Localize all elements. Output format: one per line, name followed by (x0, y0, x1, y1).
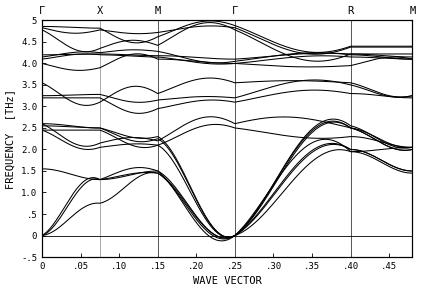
X-axis label: WAVE VECTOR: WAVE VECTOR (193, 277, 261, 286)
Y-axis label: FREQUENCY  [THz]: FREQUENCY [THz] (5, 89, 16, 189)
